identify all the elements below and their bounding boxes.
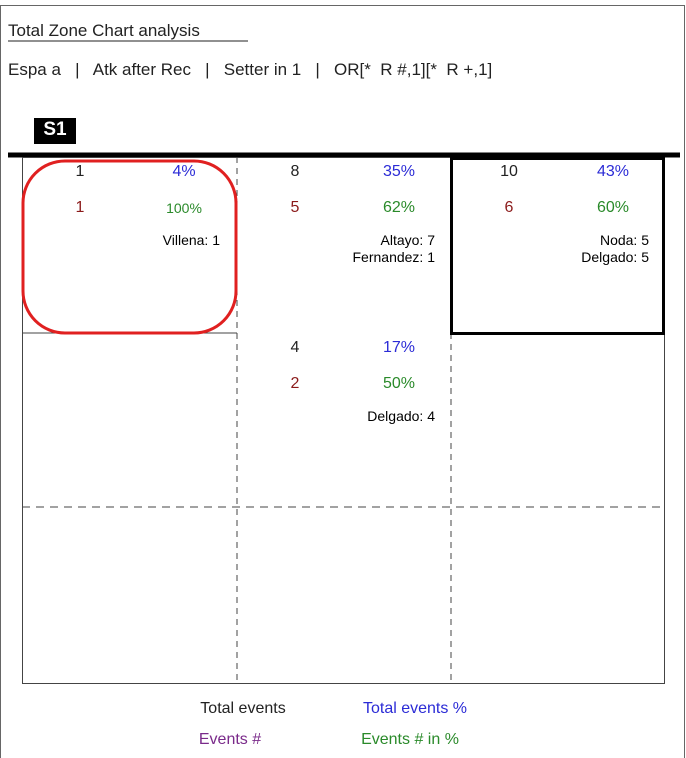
zone-total-pct: 17%	[382, 339, 416, 356]
outer-border	[0, 5, 685, 758]
zone-number: 1	[75, 163, 85, 180]
zone-events-pct: 50%	[382, 375, 416, 392]
badge-box	[34, 118, 76, 144]
player-count: Villena: 1	[162, 232, 220, 248]
title: Total Zone Chart analysis	[8, 21, 200, 40]
player-count: Altayo: 7	[380, 232, 435, 248]
zone-events-pct: 62%	[382, 199, 416, 216]
highlight-box	[450, 157, 665, 335]
zone-total-pct: 35%	[382, 163, 416, 180]
badge: S1	[43, 119, 67, 140]
player-count: Fernandez: 1	[352, 249, 436, 265]
zone-events: 5	[290, 199, 300, 216]
zone-number: 10	[500, 163, 518, 180]
legend-events: Events #	[198, 731, 262, 748]
legend-total-events: Total events	[200, 700, 286, 717]
player-count: Noda: 5	[599, 232, 649, 248]
zone-events-pct: 100%	[166, 200, 202, 216]
legend-total-pct: Total events %	[362, 700, 468, 717]
zone-events: 1	[75, 199, 85, 216]
filter: Espa a | Atk after Rec | Setter in 1 | O…	[8, 60, 493, 79]
zone-events: 2	[290, 375, 300, 392]
zone-events-pct: 60%	[596, 199, 630, 216]
zone-number: 8	[290, 163, 300, 180]
court	[22, 157, 665, 684]
zone-number: 4	[290, 339, 300, 356]
zone-events: 6	[504, 199, 514, 216]
zone-total-pct: 43%	[596, 163, 630, 180]
legend-events-pct: Events # in %	[361, 731, 459, 748]
player-count: Delgado: 5	[581, 249, 649, 265]
player-count: Delgado: 4	[367, 408, 435, 424]
zone-total-pct: 4%	[172, 163, 196, 180]
highlight-oval	[21, 159, 238, 335]
